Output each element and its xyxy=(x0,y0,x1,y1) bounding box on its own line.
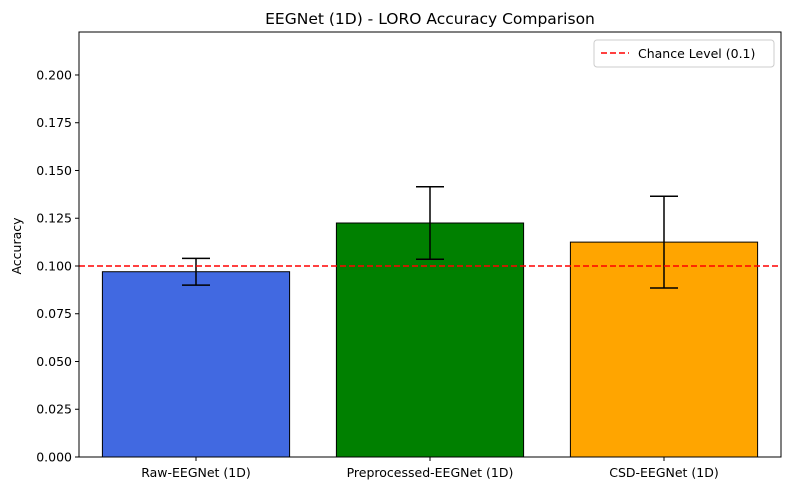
bar xyxy=(335,222,525,458)
y-tick-label: 0.200 xyxy=(36,67,72,82)
y-tick-label: 0.050 xyxy=(36,354,72,369)
plot-area: Raw-EEGNet (1D) Preprocessed-EEGNet (1D) C… xyxy=(36,31,782,480)
legend-label: Chance Level (0.1) xyxy=(638,46,755,61)
x-tick-label: CSD-EEGNet (1D) xyxy=(609,465,719,480)
axes-frame xyxy=(78,31,782,458)
x-tick-label: Preprocessed-EEGNet (1D) xyxy=(347,465,514,480)
y-tick-label: 0.175 xyxy=(36,115,72,130)
x-tick-label: Raw-EEGNet (1D) xyxy=(141,465,251,480)
y-tick-label: 0.150 xyxy=(36,163,72,178)
chart-title: EEGNet (1D) - LORO Accuracy Comparison xyxy=(265,10,595,28)
bar xyxy=(101,271,291,458)
y-tick-label: 0.000 xyxy=(36,450,72,465)
y-tick-label: 0.100 xyxy=(36,258,72,273)
y-axis-label: Accuracy xyxy=(9,217,24,275)
y-tick-label: 0.025 xyxy=(36,402,72,417)
y-tick-label: 0.125 xyxy=(36,211,72,226)
legend: Chance Level (0.1) xyxy=(593,39,775,68)
y-tick-label: 0.075 xyxy=(36,306,72,321)
legend-box xyxy=(593,39,775,68)
